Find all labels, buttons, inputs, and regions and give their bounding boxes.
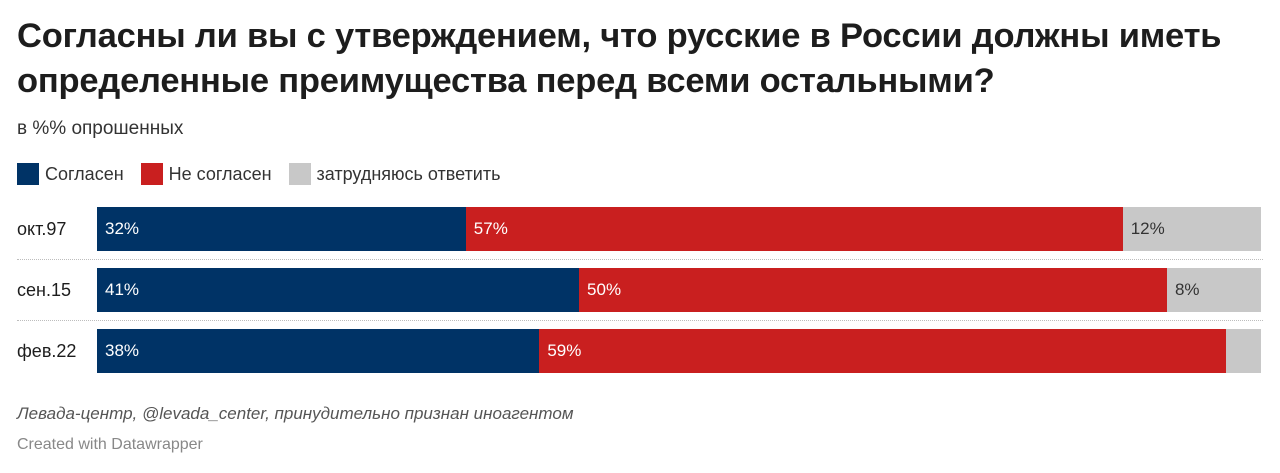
legend-label-disagree: Не согласен (168, 163, 272, 184)
data-label-agree: 38% (105, 341, 140, 360)
row-label: сен.15 (17, 280, 71, 300)
data-label-disagree: 57% (473, 219, 508, 238)
chart-title: Согласны ли вы с утверждением, что русск… (17, 17, 1222, 100)
bar-segment-disagree (465, 207, 1123, 251)
legend-swatch-disagree (140, 163, 163, 185)
stacked-bar-chart: окт.97 32% 57% 12% сен.15 41% 50% 8% фев.22 38% 59… (0, 200, 1280, 380)
legend: Согласен Не согласен затрудняюсь ответит… (17, 162, 517, 186)
legend-item-disagree: Не согласен (140, 163, 272, 185)
chart-subtitle: в %% опрошенных (17, 118, 184, 139)
legend-label-undecided: затрудняюсь ответить (316, 163, 501, 184)
bar-segment-agree (97, 207, 466, 251)
bar-segment-undecided (1166, 268, 1261, 312)
row-label: фев.22 (17, 341, 77, 361)
bar-segment-agree (97, 329, 540, 373)
row-label: окт.97 (17, 219, 67, 239)
legend-swatch-agree (17, 163, 39, 185)
data-label-agree: 32% (105, 219, 140, 238)
data-label-undecided: 12% (1130, 219, 1165, 238)
data-label-agree: 41% (105, 280, 140, 299)
datawrapper-credit: Created with Datawrapper (17, 436, 203, 453)
legend-swatch-undecided (288, 163, 311, 185)
data-label-disagree: 50% (587, 280, 622, 299)
bar-segment-undecided (1122, 207, 1261, 251)
data-label-undecided: 8% (1174, 280, 1200, 299)
bar-segment-disagree (539, 329, 1227, 373)
row-separator (17, 259, 1263, 260)
bar-segment-undecided (1226, 329, 1261, 373)
source-note: Левада-центр, @levada_center, принудител… (17, 404, 574, 423)
bar-segment-agree (97, 268, 580, 312)
bar-row: 32% 57% 12% (97, 207, 1261, 251)
bar-row: 38% 59% (97, 329, 1261, 373)
data-label-disagree: 59% (547, 341, 582, 360)
legend-item-agree: Согласен (17, 163, 124, 185)
legend-item-undecided: затрудняюсь ответить (288, 163, 501, 185)
bar-row: 41% 50% 8% (97, 268, 1261, 312)
row-separator (17, 320, 1263, 321)
bar-segment-disagree (579, 268, 1167, 312)
legend-label-agree: Согласен (45, 163, 124, 184)
